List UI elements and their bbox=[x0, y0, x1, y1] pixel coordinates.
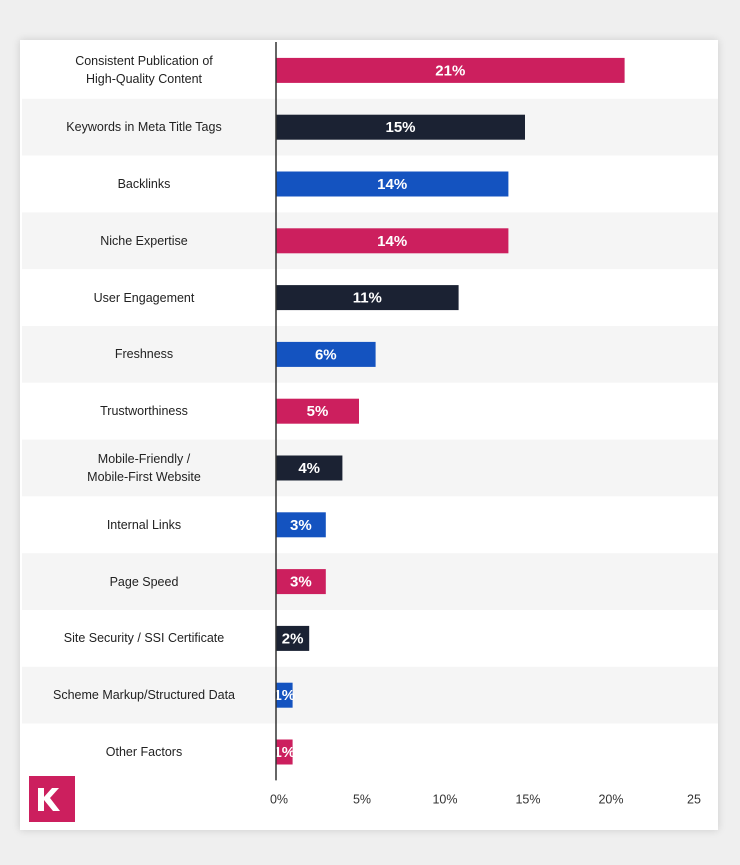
row-band bbox=[22, 610, 718, 667]
bar bbox=[276, 285, 459, 311]
value-label: 15% bbox=[385, 119, 415, 136]
bar bbox=[276, 57, 625, 83]
value-label: 1% bbox=[273, 744, 295, 761]
value-label: 14% bbox=[377, 176, 407, 193]
category-label: Freshness bbox=[114, 347, 174, 362]
value-label: 14% bbox=[377, 233, 407, 250]
x-tick-label: 15% bbox=[515, 793, 540, 807]
row-band bbox=[22, 496, 718, 554]
bar bbox=[276, 739, 293, 765]
x-tick-label: 20% bbox=[598, 793, 623, 807]
category-label: Backlinks bbox=[117, 177, 171, 191]
bar bbox=[276, 625, 310, 651]
bar bbox=[276, 114, 525, 140]
category-label: Consistent Publication of High-Quality C… bbox=[75, 54, 213, 87]
value-label: 2% bbox=[282, 630, 304, 647]
bar bbox=[276, 228, 509, 254]
bar bbox=[276, 512, 326, 538]
category-label: Scheme Markup/Structured Data bbox=[52, 688, 236, 703]
category-label: Trustworthiness bbox=[100, 404, 188, 419]
bar bbox=[276, 455, 343, 481]
value-label: 21% bbox=[435, 62, 465, 79]
value-label: 5% bbox=[307, 403, 329, 420]
category-label: Other Factors bbox=[105, 745, 183, 759]
category-label: Niche Expertise bbox=[100, 233, 188, 248]
logo bbox=[29, 776, 75, 822]
bar bbox=[276, 569, 326, 595]
bar bbox=[276, 398, 359, 424]
value-label: 1% bbox=[273, 687, 295, 704]
bar bbox=[276, 171, 509, 197]
value-label: 3% bbox=[290, 517, 312, 534]
row-band bbox=[22, 439, 718, 497]
x-tick-label: 25 bbox=[687, 793, 701, 807]
value-label: 4% bbox=[298, 460, 320, 477]
category-label: Site Security / SSI Certificate bbox=[63, 631, 225, 646]
category-label: Keywords in Meta Title Tags bbox=[66, 120, 222, 135]
row-band bbox=[22, 723, 718, 781]
category-label: Internal Links bbox=[106, 517, 182, 532]
category-label: Mobile-Friendly / Mobile-First Website bbox=[87, 452, 201, 484]
value-label: 11% bbox=[353, 290, 382, 307]
x-tick-label: 10% bbox=[432, 793, 457, 807]
bar bbox=[276, 341, 376, 367]
x-tick-label: 0% bbox=[270, 793, 288, 807]
bar bbox=[276, 682, 293, 708]
category-label: Page Speed bbox=[109, 574, 179, 589]
row-band bbox=[22, 666, 718, 724]
row-band bbox=[22, 553, 718, 610]
x-tick-label: 5% bbox=[353, 793, 371, 807]
value-label: 3% bbox=[290, 574, 312, 591]
category-label: User Engagement bbox=[93, 290, 195, 305]
value-label: 6% bbox=[315, 346, 337, 363]
row-band bbox=[22, 382, 718, 440]
